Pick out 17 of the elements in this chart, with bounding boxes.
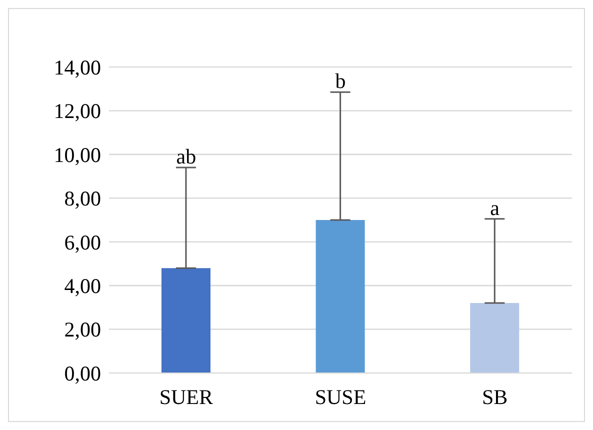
x-tick-label: SUER bbox=[159, 384, 214, 409]
y-tick-label: 12,00 bbox=[54, 99, 101, 124]
annotation: b bbox=[335, 69, 346, 94]
x-tick-label: SUSE bbox=[314, 384, 366, 409]
y-tick-label: 2,00 bbox=[64, 318, 101, 342]
bar bbox=[470, 303, 520, 373]
y-tick-label: 6,00 bbox=[64, 230, 101, 254]
y-tick-label: 10,00 bbox=[54, 142, 101, 167]
y-tick-label: 4,00 bbox=[64, 274, 101, 298]
x-tick-label: SB bbox=[482, 384, 508, 409]
bar bbox=[161, 268, 210, 373]
y-tick-label: 8,00 bbox=[64, 186, 101, 211]
annotation: a bbox=[490, 196, 500, 220]
annotation: ab bbox=[176, 144, 196, 169]
bar bbox=[316, 220, 365, 373]
y-tick-label: 14,00 bbox=[54, 55, 101, 80]
y-tick-label: 0,00 bbox=[64, 361, 101, 386]
